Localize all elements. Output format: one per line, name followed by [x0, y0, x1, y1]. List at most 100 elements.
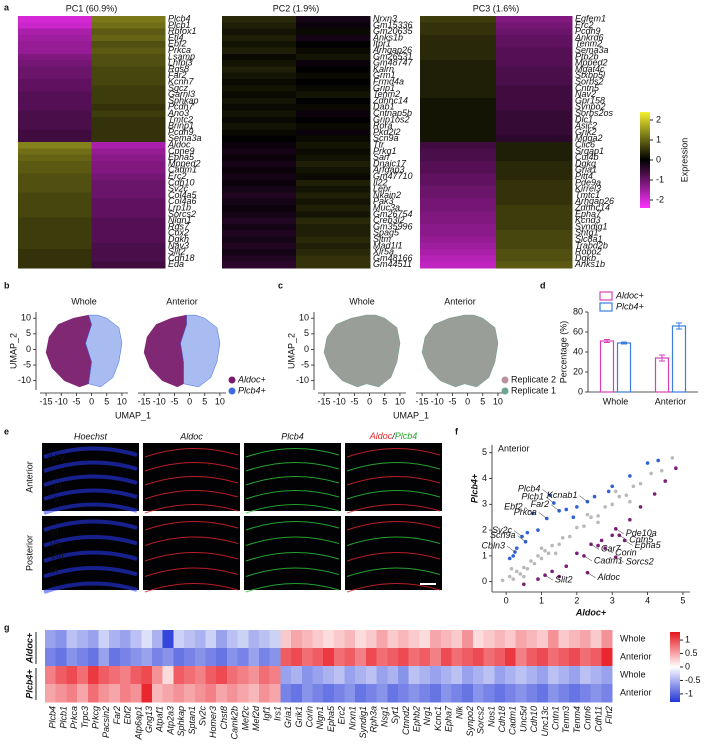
heatmap-cell	[222, 41, 297, 48]
x-tick-label: Anterior	[655, 396, 687, 406]
heatmap-cell	[462, 666, 474, 685]
gene-label: Sorcs2	[476, 706, 486, 734]
image-row-label: Anterior	[24, 461, 34, 493]
heatmap-cell	[451, 684, 463, 703]
heatmap-cell	[344, 630, 356, 649]
heatmap-cell	[296, 154, 371, 162]
gene-label: Arhgap26	[574, 196, 614, 206]
tissue-layer	[245, 490, 340, 500]
point	[606, 489, 611, 494]
lobule-label: IX	[50, 565, 59, 575]
gene-label: Mgat4c	[575, 64, 605, 74]
gene-label: Scn9a	[373, 133, 399, 143]
point	[652, 492, 657, 496]
x-tick-label: -5	[448, 396, 456, 406]
heatmap-cell	[45, 648, 56, 667]
gene-label: Syt1	[390, 706, 400, 724]
heatmap-cell	[296, 116, 371, 124]
heatmap-cell	[301, 630, 313, 649]
x-axis-label: UMAP_1	[115, 410, 151, 420]
gene-label: Pcdh9	[575, 26, 601, 36]
legend-label: Aldoc+	[237, 374, 266, 384]
heatmap-cell	[430, 666, 442, 685]
point	[511, 554, 516, 558]
heatmap-cell	[269, 684, 281, 703]
gene-label: Eda	[168, 259, 184, 269]
heatmap-cell	[222, 211, 297, 218]
gene-label: Cdh11	[593, 706, 603, 732]
gene-label: Lrp1b	[168, 203, 191, 213]
gene-label: Mef2c	[240, 706, 250, 731]
heatmap-cell	[344, 684, 356, 703]
heatmap-cell	[222, 223, 297, 231]
heatmap-cell	[91, 236, 166, 244]
lobule-label: VI	[50, 527, 59, 537]
y-tick-label: -10	[18, 375, 31, 385]
heatmap-cell	[420, 217, 497, 225]
heatmap-cell	[222, 192, 297, 199]
tissue-layer	[346, 476, 441, 486]
heatmap-cell	[472, 630, 484, 649]
heatmap-cell	[420, 179, 497, 187]
point	[553, 551, 558, 556]
heatmap-cell	[296, 148, 371, 155]
heatmap-cell	[451, 630, 463, 649]
heatmap-cell	[472, 684, 484, 703]
x-tick-label: -15	[40, 396, 53, 406]
colorbar-tick-label: 1	[656, 134, 661, 144]
gene-label: Synpo2	[465, 706, 475, 737]
heatmap-cell	[151, 630, 163, 649]
point	[567, 534, 572, 539]
heatmap-cell	[296, 129, 371, 136]
x-tick-label: 0	[367, 396, 372, 406]
tissue-layer	[144, 583, 239, 593]
point	[589, 515, 593, 520]
heatmap-cell	[420, 104, 497, 111]
heatmap-cell	[420, 97, 497, 105]
heatmap-cell	[18, 135, 92, 143]
gene-label: Nlgn1	[315, 706, 325, 730]
tissue-layer	[43, 474, 138, 487]
heatmap-cell	[365, 666, 377, 685]
heatmap-cell	[258, 630, 270, 649]
gene-label: Gm44511	[373, 259, 412, 269]
gene-label: Arhgap26	[372, 45, 412, 55]
heatmap-cell	[333, 684, 345, 703]
point	[564, 507, 569, 512]
title-part: Aldoc	[369, 431, 393, 441]
heatmap-cell	[162, 684, 174, 703]
heatmap-cell	[376, 630, 388, 649]
facet-title: Whole	[71, 296, 97, 306]
heatmap-cell	[222, 242, 297, 250]
point	[631, 484, 636, 489]
point	[610, 502, 615, 507]
heatmap-cell	[18, 22, 92, 29]
gene-label: Epha7	[444, 705, 454, 732]
heatmap-cell	[494, 666, 506, 685]
cluster-region	[85, 314, 123, 388]
heatmap-cell	[323, 684, 335, 703]
gene-label: Nsg1	[379, 706, 389, 727]
heatmap-cell	[222, 28, 297, 36]
heatmap-cell	[269, 630, 281, 649]
gene-label: Ankrd6	[574, 32, 604, 42]
heatmap-cell	[547, 648, 559, 667]
heatmap-cell	[483, 648, 495, 667]
heatmap-cell	[216, 630, 228, 649]
gene-label: Far2	[112, 706, 122, 725]
heatmap-cell	[18, 104, 92, 111]
gene-label: Gria1	[575, 165, 597, 175]
row-group-label: Aldoc+	[24, 632, 34, 664]
gene-label: Plcb4	[168, 14, 191, 24]
row-label: Whole	[620, 669, 646, 679]
gene-label: Nrg1	[422, 706, 432, 726]
gene-label: Nav3	[168, 240, 189, 250]
heatmap-cell	[18, 217, 92, 225]
label-leader	[517, 535, 526, 542]
gene-label: Sema3a	[168, 133, 202, 143]
heatmap-cell	[258, 684, 270, 703]
heatmap-cell	[430, 684, 442, 703]
heatmap-cell	[408, 630, 420, 649]
heatmap-cell	[355, 648, 367, 667]
